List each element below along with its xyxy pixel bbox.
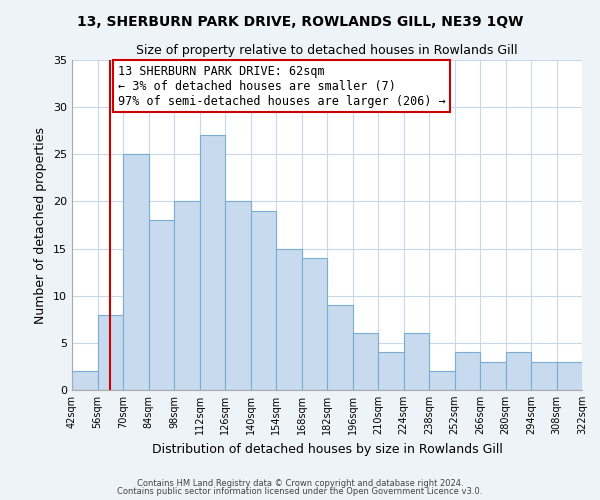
- X-axis label: Distribution of detached houses by size in Rowlands Gill: Distribution of detached houses by size …: [152, 442, 502, 456]
- Bar: [149, 220, 174, 390]
- Y-axis label: Number of detached properties: Number of detached properties: [34, 126, 47, 324]
- Bar: [123, 154, 149, 390]
- Bar: [353, 334, 378, 390]
- Bar: [505, 352, 531, 390]
- Bar: [225, 202, 251, 390]
- Bar: [327, 305, 353, 390]
- Bar: [276, 248, 302, 390]
- Bar: [557, 362, 582, 390]
- Title: Size of property relative to detached houses in Rowlands Gill: Size of property relative to detached ho…: [136, 44, 518, 58]
- Bar: [97, 314, 123, 390]
- Bar: [455, 352, 480, 390]
- Bar: [429, 371, 455, 390]
- Bar: [531, 362, 557, 390]
- Bar: [199, 136, 225, 390]
- Text: Contains public sector information licensed under the Open Government Licence v3: Contains public sector information licen…: [118, 487, 482, 496]
- Bar: [302, 258, 327, 390]
- Text: 13 SHERBURN PARK DRIVE: 62sqm
← 3% of detached houses are smaller (7)
97% of sem: 13 SHERBURN PARK DRIVE: 62sqm ← 3% of de…: [118, 64, 445, 108]
- Bar: [174, 202, 199, 390]
- Text: 13, SHERBURN PARK DRIVE, ROWLANDS GILL, NE39 1QW: 13, SHERBURN PARK DRIVE, ROWLANDS GILL, …: [77, 15, 523, 29]
- Bar: [480, 362, 505, 390]
- Bar: [404, 334, 429, 390]
- Text: Contains HM Land Registry data © Crown copyright and database right 2024.: Contains HM Land Registry data © Crown c…: [137, 478, 463, 488]
- Bar: [72, 371, 97, 390]
- Bar: [378, 352, 404, 390]
- Bar: [251, 211, 276, 390]
